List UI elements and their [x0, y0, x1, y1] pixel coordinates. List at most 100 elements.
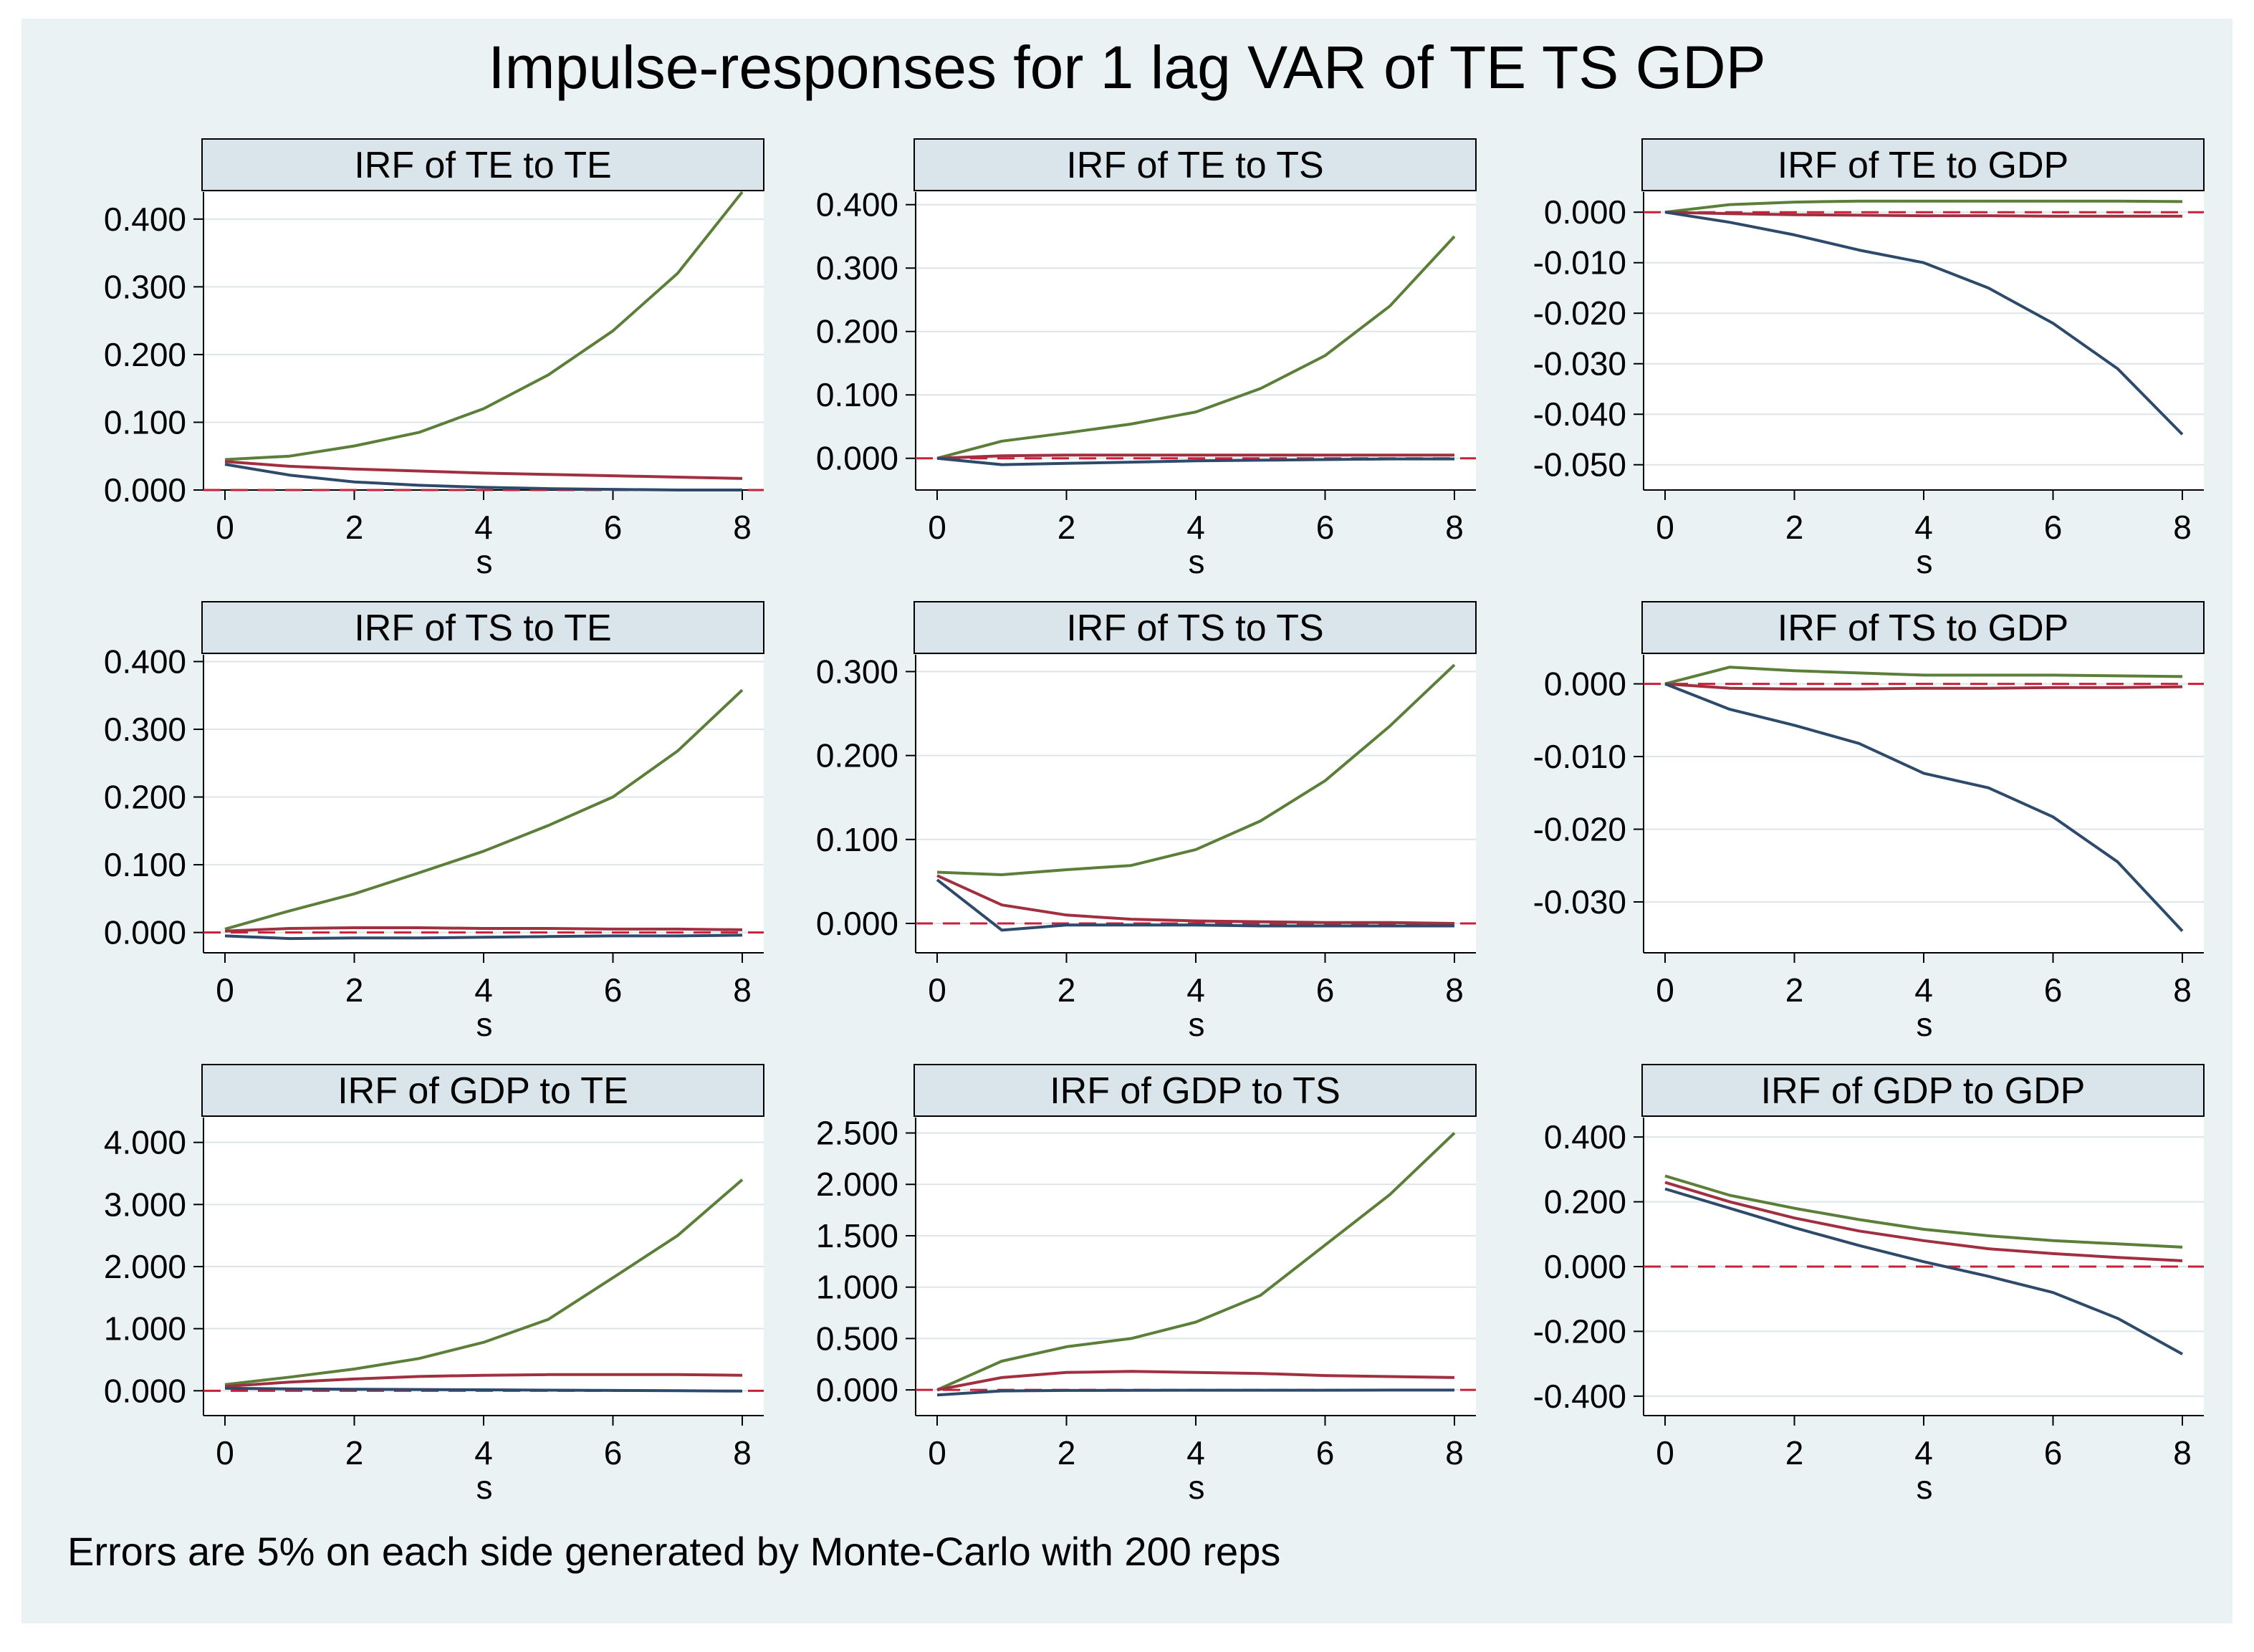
x-axis-label: s [1189, 1469, 1205, 1506]
y-tick-label: 0.300 [104, 711, 186, 748]
y-tick-label: 2.000 [816, 1166, 898, 1203]
x-tick-label: 0 [928, 509, 946, 546]
panel-title: IRF of GDP to TS [1050, 1070, 1341, 1112]
lower-bound-line [936, 456, 1454, 466]
x-tick-label: 8 [733, 1434, 752, 1471]
y-tick-label: 1.000 [104, 1310, 186, 1348]
y-tick-label: 0.200 [816, 737, 898, 774]
y-tick-label: 0.300 [816, 249, 898, 287]
y-tick-label: 0.200 [816, 313, 898, 350]
x-tick-label: 0 [1656, 509, 1674, 546]
y-tick-label: -0.200 [1533, 1312, 1626, 1350]
y-tick-label: -0.050 [1533, 446, 1626, 484]
x-tick-label: 0 [928, 1434, 946, 1471]
lower-bound-line [936, 1388, 1454, 1397]
irf-panel: IRF of TE to GDP 0.000 -0.010 -0.020 -0.030 -… [1533, 138, 2205, 580]
x-tick-label: 8 [733, 509, 752, 546]
x-tick-label: 6 [1316, 509, 1335, 546]
y-tick-label: 0.100 [104, 403, 186, 441]
upper-bound-line [936, 663, 1456, 876]
panel-title: IRF of GDP to GDP [1761, 1070, 2086, 1112]
y-tick-label: -0.040 [1533, 395, 1626, 433]
x-tick-label: 4 [474, 1434, 493, 1471]
lower-bound-line [224, 1386, 743, 1393]
irf-panel: IRF of TS to GDP 0.000 -0.010 -0.020 -0.030 0… [1533, 601, 2205, 1043]
y-tick-label: 0.400 [1544, 1118, 1626, 1156]
x-tick-label: 4 [1186, 971, 1205, 1009]
irf-panel: IRF of GDP to TE 0.000 1.000 2.000 3.000 4.00… [104, 1064, 764, 1506]
x-tick-label: 0 [1656, 1434, 1674, 1471]
irf-panel: IRF of TS to TE 0.000 0.100 0.200 0.300 0.400… [104, 601, 764, 1043]
y-tick-label: 3.000 [104, 1186, 186, 1223]
irf-panel: IRF of TS to TS 0.000 0.100 0.200 0.300 0 2 4 6 8… [816, 601, 1477, 1043]
y-tick-label: -0.400 [1533, 1378, 1626, 1415]
panel-title: IRF of TE to TS [1066, 145, 1323, 186]
lower-bound-line [224, 463, 742, 491]
y-tick-label: 0.200 [104, 779, 186, 816]
x-tick-label: 8 [2173, 1434, 2192, 1471]
y-tick-label: 0.400 [816, 186, 898, 224]
panel-header [201, 138, 764, 191]
x-tick-label: 6 [2044, 971, 2063, 1009]
upper-bound-line [224, 191, 744, 461]
x-tick-label: 0 [216, 509, 234, 546]
lower-bound-line [224, 933, 743, 941]
x-axis-label: s [476, 1006, 493, 1043]
irf-line [1664, 211, 2182, 218]
upper-bound-line [224, 688, 744, 931]
x-tick-label: 6 [604, 509, 623, 546]
panel-header [913, 601, 1477, 654]
x-tick-label: 6 [1316, 1434, 1335, 1471]
y-tick-label: -0.030 [1533, 345, 1626, 383]
x-tick-label: 6 [1316, 971, 1335, 1009]
x-axis-label: s [1189, 543, 1205, 580]
irf-panel: IRF of TE to TS 0.000 0.100 0.200 0.300 0.400… [816, 138, 1477, 580]
y-tick-label: 0.200 [104, 336, 186, 373]
y-tick-label: 0.000 [104, 471, 186, 509]
lower-bound-line [936, 878, 1454, 932]
irf-panel: IRF of GDP to TS 0.000 0.500 1.000 1.500 2.00… [816, 1064, 1477, 1506]
irf-line [936, 874, 1455, 925]
y-tick-label: 0.000 [104, 914, 186, 951]
x-tick-label: 4 [1186, 509, 1205, 546]
x-tick-label: 2 [345, 1434, 364, 1471]
x-tick-label: 4 [1914, 509, 1933, 546]
x-tick-label: 4 [1914, 971, 1933, 1009]
y-tick-label: -0.010 [1533, 244, 1626, 282]
panel-header [1641, 601, 2205, 654]
y-tick-label: 1.000 [816, 1269, 898, 1306]
x-axis-label: s [1917, 1469, 1933, 1506]
upper-bound-line [1664, 666, 2183, 686]
x-tick-label: 0 [928, 971, 946, 1009]
x-tick-label: 2 [1058, 1434, 1076, 1471]
x-tick-label: 0 [216, 1434, 234, 1471]
y-tick-label: 0.400 [104, 643, 186, 680]
irf-line [224, 460, 743, 480]
y-tick-label: 2.500 [816, 1115, 898, 1152]
y-tick-label: 0.100 [816, 821, 898, 858]
irf-line [936, 1370, 1455, 1392]
y-tick-label: 0.200 [1544, 1183, 1626, 1221]
irf-line [936, 453, 1454, 460]
x-axis-label: s [1917, 543, 1933, 580]
x-tick-label: 2 [1785, 971, 1804, 1009]
irf-line [1664, 682, 2183, 691]
x-tick-label: 8 [1445, 971, 1464, 1009]
plot-area [1644, 192, 2204, 490]
y-tick-label: 1.500 [816, 1217, 898, 1254]
x-tick-label: 8 [1445, 1434, 1464, 1471]
x-tick-label: 6 [2044, 509, 2063, 546]
y-tick-label: 0.000 [1544, 666, 1626, 703]
x-tick-label: 6 [604, 1434, 623, 1471]
panel-header [201, 1064, 764, 1117]
plot-area [916, 1118, 1476, 1416]
upper-bound-line [1664, 1174, 2183, 1249]
panel-title: IRF of GDP to TE [337, 1070, 628, 1112]
plot-area [203, 192, 764, 490]
x-axis-label: s [1189, 1006, 1205, 1043]
figure-title: Impulse-responses for 1 lag VAR of TE TS… [488, 34, 1766, 101]
y-tick-label: 0.100 [816, 376, 898, 413]
irf-line [224, 926, 743, 933]
plot-area [916, 655, 1476, 953]
